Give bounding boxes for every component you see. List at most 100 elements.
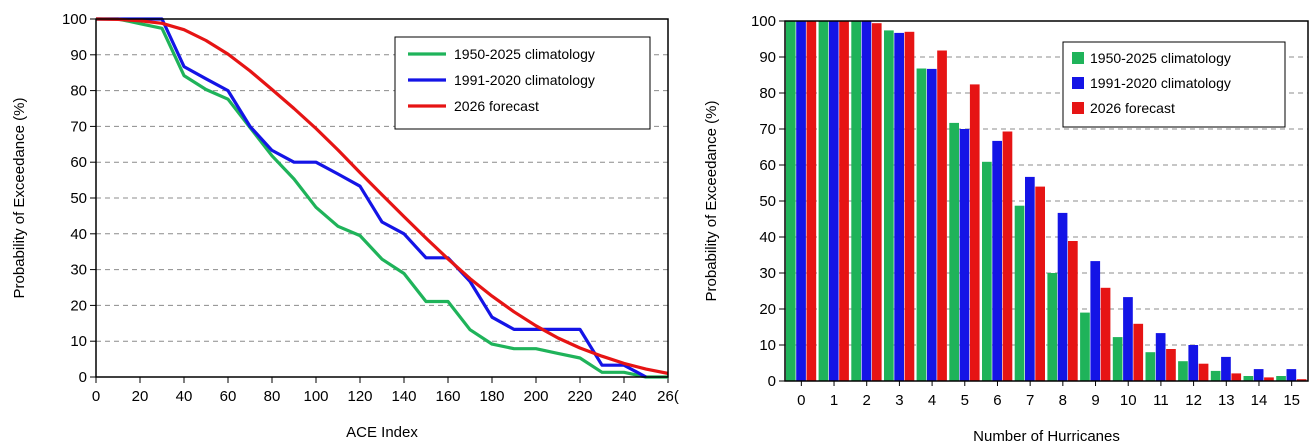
x-tick-label: 40 [176, 388, 193, 405]
x-tick-label: 1 [830, 392, 838, 409]
bar-green [851, 21, 861, 381]
y-tick-label: 50 [70, 190, 87, 207]
y-tick-label: 0 [79, 369, 87, 386]
legend-box [1062, 41, 1286, 128]
bar-red [1296, 379, 1307, 381]
legend-swatch-green [1072, 52, 1084, 64]
x-tick-label: 0 [797, 392, 805, 409]
bar-green [916, 68, 927, 381]
x-tick-label: 11 [1153, 392, 1169, 409]
y-tick-label: 40 [70, 226, 87, 243]
bar-blue [1057, 212, 1068, 381]
legend-label: 1991-2020 climatology [1090, 75, 1231, 91]
bar-red [904, 31, 915, 382]
bar-green [1047, 273, 1058, 381]
x-tick-label: 240 [611, 388, 636, 405]
y-tick-label: 30 [70, 262, 87, 279]
bar-red [1264, 377, 1274, 381]
x-tick-label: 6 [993, 392, 1001, 409]
y-tick-label: 0 [768, 373, 776, 390]
bar-blue [959, 129, 970, 381]
series-line-blue [96, 17, 647, 379]
bar-red [1035, 186, 1045, 381]
x-tick-label: 15 [1283, 392, 1300, 409]
bar-green [1178, 361, 1188, 381]
bar-blue [796, 21, 806, 381]
bar-red [839, 21, 849, 381]
legend: 1950-2025 climatology 1991-2020 climatolo… [1062, 41, 1286, 128]
bar-blue [926, 68, 937, 382]
x-tick-label: 26( [657, 388, 679, 405]
x-tick-label: 200 [523, 388, 548, 405]
y-tick-label: 90 [70, 47, 87, 64]
x-tick-label: 8 [1059, 392, 1067, 409]
bar-red [1166, 349, 1176, 381]
y-tick-label: 10 [759, 337, 776, 354]
x-tick-label: 3 [895, 392, 903, 409]
bar-red [1198, 363, 1209, 381]
x-tick-label: 9 [1091, 392, 1099, 409]
bar-blue [1025, 176, 1035, 381]
bar-red [969, 84, 980, 382]
x-axis-label: Number of Hurricanes [973, 428, 1120, 445]
y-tick-label: 70 [759, 121, 776, 138]
plot-frame [784, 20, 1309, 382]
bar-blue [1221, 356, 1231, 381]
x-tick-label: 60 [220, 388, 237, 405]
y-tick-label: 60 [759, 157, 776, 174]
bar-green [1080, 312, 1090, 381]
legend-label: 1991-2020 climatology [454, 72, 595, 88]
bar-blue [1253, 369, 1264, 381]
bar-green [982, 161, 992, 381]
bar-green [1112, 337, 1123, 381]
ace-exceedance-chart: 0 10 20 30 40 50 60 70 80 90 100 0 20 40 60 80 100 120 140… [11, 11, 679, 441]
x-tick-label: 12 [1185, 392, 1202, 409]
bar-green [1145, 352, 1156, 381]
bar-green [884, 30, 894, 382]
x-tick-label: 80 [264, 388, 281, 405]
bar-red [1002, 131, 1013, 381]
x-axis-label: ACE Index [346, 424, 418, 441]
bar-red [871, 23, 882, 381]
y-tick-label: 80 [759, 85, 776, 102]
x-tick-label: 0 [92, 388, 100, 405]
legend-label: 2026 forecast [1090, 100, 1175, 116]
bar-blue [1123, 297, 1133, 381]
bar-red [1100, 287, 1111, 381]
legend-swatch-red [1072, 102, 1084, 114]
y-tick-label: 100 [751, 13, 776, 30]
bar-green [818, 21, 829, 381]
y-tick-label: 30 [759, 265, 776, 282]
legend-label: 2026 forecast [454, 98, 539, 114]
bar-blue [1090, 261, 1101, 381]
bar-red [1133, 323, 1144, 381]
series-line-red [96, 17, 668, 375]
legend-label: 1950-2025 climatology [1090, 50, 1231, 66]
x-tick-label: 5 [961, 392, 969, 409]
y-tick-label: 100 [62, 11, 87, 28]
x-tick-label: 160 [435, 388, 460, 405]
legend-label: 1950-2025 climatology [454, 46, 595, 62]
x-tick-label: 14 [1251, 392, 1268, 409]
legend-swatch-blue [1072, 77, 1084, 89]
x-tick-label: 180 [479, 388, 504, 405]
y-tick-label: 40 [759, 229, 776, 246]
bar-blue [992, 140, 1002, 381]
bar-blue [828, 21, 839, 381]
x-tick-label: 100 [303, 388, 328, 405]
bar-blue [894, 32, 904, 382]
x-tick-label: 10 [1120, 392, 1137, 409]
bar-red [1068, 241, 1078, 381]
bar-blue [1188, 345, 1199, 381]
y-tick-label: 20 [70, 297, 87, 314]
x-tick-label: 13 [1218, 392, 1235, 409]
y-tick-label: 50 [759, 193, 776, 210]
x-tick-label: 7 [1026, 392, 1034, 409]
bar-red [1231, 373, 1242, 381]
x-tick-label: 220 [567, 388, 592, 405]
series-line-green [96, 17, 668, 379]
x-tick-label: 2 [863, 392, 871, 409]
bar-blue [1286, 369, 1297, 381]
